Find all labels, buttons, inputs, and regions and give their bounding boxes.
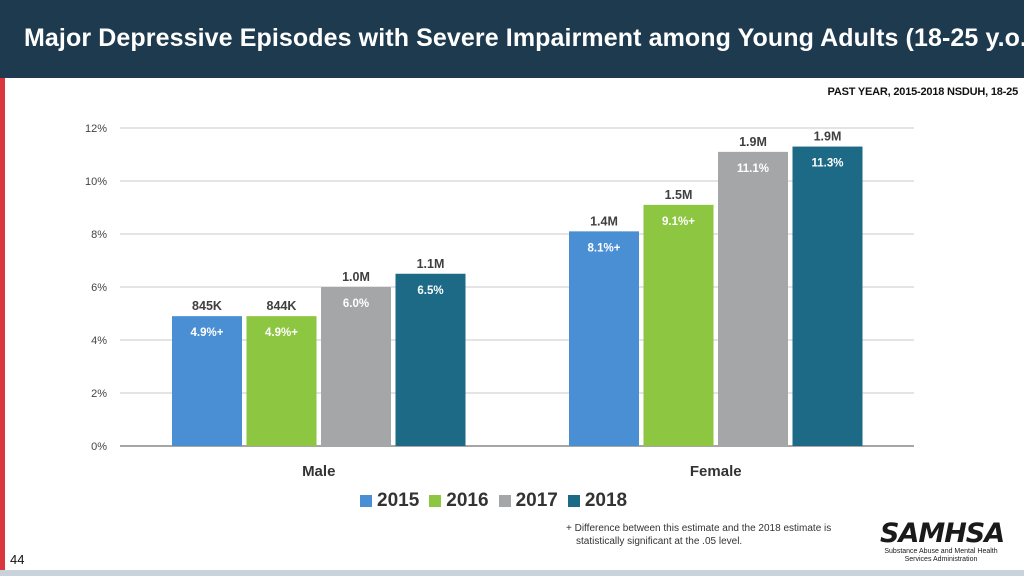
bar-chart: 0% 2% 4% 6% 8% 10% 12% 4.9%+ 845K 4.9%+ 844K 6.0% 1.… bbox=[85, 123, 914, 480]
y-tick-label: 6% bbox=[91, 282, 107, 294]
legend-label-2018: 2018 bbox=[584, 490, 628, 511]
footnote-line-1: + Difference between this estimate and t… bbox=[566, 523, 832, 534]
y-tick-label: 10% bbox=[85, 176, 107, 188]
value-label-male-2015: 4.9%+ bbox=[191, 327, 224, 339]
y-tick-label: 0% bbox=[91, 441, 107, 453]
bar-female-2016 bbox=[643, 204, 714, 446]
count-label-male-2017: 1.0M bbox=[342, 270, 370, 284]
legend-item-2016: 2016 bbox=[429, 490, 489, 512]
count-label-male-2018: 1.1M bbox=[417, 257, 445, 271]
legend-label-2015: 2015 bbox=[377, 490, 420, 511]
value-label-female-2017: 11.1% bbox=[737, 163, 769, 175]
bar-male-2015 bbox=[172, 316, 242, 446]
bar-male-2018 bbox=[395, 273, 466, 446]
y-tick-label: 12% bbox=[85, 123, 107, 135]
footnote: + Difference between this estimate and t… bbox=[566, 522, 866, 548]
bar-male-2016 bbox=[246, 316, 317, 446]
legend-label-2016: 2016 bbox=[446, 490, 489, 511]
value-label-female-2015: 8.1%+ bbox=[588, 242, 621, 254]
count-label-female-2016: 1.5M bbox=[665, 188, 693, 202]
bar-female-2015 bbox=[569, 231, 639, 446]
count-label-female-2015: 1.4M bbox=[590, 214, 618, 228]
bar-female-2018 bbox=[792, 146, 863, 447]
legend-swatch-2015 bbox=[360, 495, 372, 507]
title-bar: Major Depressive Episodes with Severe Im… bbox=[0, 0, 1024, 78]
legend-item-2018: 2018 bbox=[567, 490, 628, 512]
legend-swatch-2016 bbox=[429, 495, 442, 507]
value-label-female-2016: 9.1%+ bbox=[662, 216, 695, 228]
y-tick-label: 8% bbox=[91, 229, 107, 241]
x-category-label-female: Female bbox=[690, 463, 742, 480]
chart-legend: 2015 2016 2017 2018 bbox=[360, 490, 627, 512]
y-tick-label: 2% bbox=[91, 388, 107, 400]
x-category-label-male: Male bbox=[302, 463, 335, 480]
chart-subtitle: PAST YEAR, 2015-2018 NSDUH, 18-25 bbox=[827, 86, 1019, 98]
count-label-female-2018: 1.9M bbox=[814, 130, 842, 144]
value-label-female-2018: 11.3% bbox=[812, 158, 844, 170]
value-label-male-2017: 6.0% bbox=[343, 298, 369, 310]
legend-item-2017: 2017 bbox=[498, 490, 558, 512]
count-label-male-2016: 844K bbox=[267, 299, 297, 313]
bar-female-2017 bbox=[718, 151, 788, 446]
count-label-male-2015: 845K bbox=[192, 299, 222, 313]
logo-tagline-1: Substance Abuse and Mental Health bbox=[884, 548, 998, 555]
count-label-female-2017: 1.9M bbox=[739, 135, 767, 149]
logo-tagline-2: Services Administration bbox=[904, 556, 978, 563]
footnote-line-2: statistically significant at the .05 lev… bbox=[576, 536, 743, 547]
bar-male-2017 bbox=[321, 287, 391, 446]
legend-item-2015: 2015 bbox=[360, 490, 419, 512]
legend-swatch-2017 bbox=[498, 495, 511, 507]
value-label-male-2016: 4.9%+ bbox=[265, 327, 298, 339]
samhsa-logo: SAMHSA Substance Abuse and Mental Health… bbox=[880, 518, 1005, 564]
left-accent-stripe bbox=[0, 78, 5, 570]
legend-swatch-2018 bbox=[567, 495, 580, 507]
logo-wordmark: SAMHSA bbox=[880, 518, 1005, 549]
page-title: Major Depressive Episodes with Severe Im… bbox=[24, 24, 1024, 52]
legend-label-2017: 2017 bbox=[515, 490, 558, 511]
y-tick-label: 4% bbox=[91, 335, 107, 347]
bottom-divider bbox=[0, 570, 1024, 576]
value-label-male-2018: 6.5% bbox=[417, 285, 443, 297]
page-number: 44 bbox=[10, 552, 25, 567]
